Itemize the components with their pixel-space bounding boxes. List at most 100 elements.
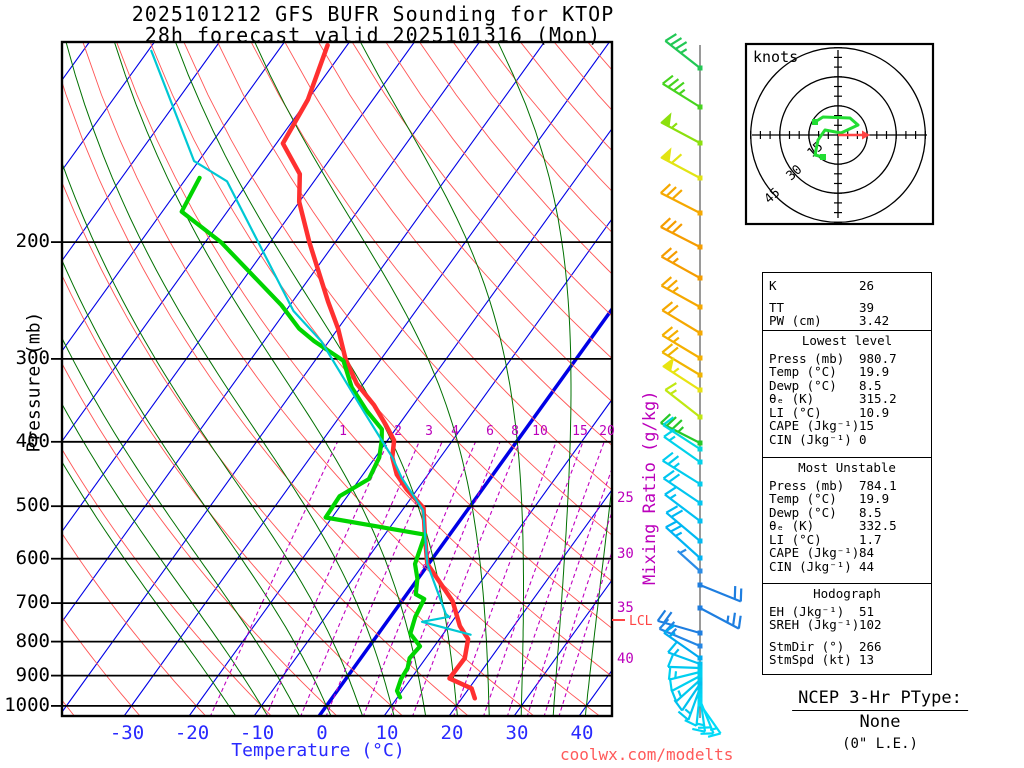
barb-full-tick: [664, 486, 677, 496]
temperature-tick-label: -30: [109, 722, 145, 744]
wind-barb: [662, 451, 703, 487]
barb-dot: [697, 459, 703, 465]
mixing-ratio-inline-label: 20: [599, 424, 615, 439]
barb-half-tick: [672, 257, 679, 264]
isotherm-line: [62, 42, 350, 443]
mixing-ratio-inline-label: 3: [425, 424, 433, 439]
row-label: Temp (°C): [769, 364, 837, 379]
wind-barb: [664, 33, 703, 71]
moist-adiabat-line: [62, 460, 237, 716]
barb-full-tick: [661, 301, 674, 312]
moist-adiabat-line: [584, 482, 612, 716]
table-row: Press (mb) 784.1: [763, 478, 931, 493]
indices-table: K 26 TT 39 PW (cm) 3.42: [762, 272, 932, 332]
barb-staff: [681, 683, 701, 712]
mixing-ratio-right-label: 40: [617, 651, 634, 667]
dry-adiabat-line: [385, 42, 612, 317]
barb-full-tick: [665, 220, 677, 231]
mixing-ratio-inline-label: 6: [486, 424, 494, 439]
row-value: 51: [859, 603, 875, 619]
barb-full-tick: [667, 346, 679, 357]
wind-barb: [660, 247, 703, 281]
isotherm-line: [188, 127, 612, 716]
wind-barb: [697, 701, 722, 738]
barb-full-tick: [660, 217, 672, 228]
pressure-tick-label: 400: [15, 429, 50, 452]
mixing-ratio-axis-label: Mixing Ratio (g/kg): [640, 390, 660, 585]
barb-full-tick: [667, 666, 672, 680]
wind-barb: [697, 605, 742, 630]
table-row: PW (cm) 3.42: [763, 314, 931, 328]
barb-dot: [697, 140, 703, 146]
mixing-ratio-inline-label: 8: [511, 424, 519, 439]
dry-adiabat-line: [284, 42, 612, 446]
barb-full-tick: [667, 329, 679, 340]
row-value: 102: [859, 617, 882, 632]
barb-full-tick: [664, 33, 677, 42]
barb-dot: [697, 673, 703, 679]
barb-dot: [697, 555, 703, 561]
barb-full-tick: [658, 618, 670, 630]
barb-dot: [697, 630, 703, 636]
mixing-ratio-right-label: 30: [617, 546, 634, 562]
dry-adiabat-line: [250, 42, 612, 491]
isotherm-line: [0, 42, 24, 716]
mixing-ratio-line: [265, 441, 389, 716]
table-row: LI (°C) 1.7: [763, 532, 931, 547]
row-value: 332.5: [859, 518, 897, 533]
barb-dot: [697, 655, 703, 661]
barb-half-tick: [709, 727, 718, 732]
row-label: EH (Jkg⁻¹): [769, 603, 845, 619]
wind-barb: [661, 326, 703, 361]
table-title: Hodograph: [813, 586, 881, 601]
row-value: 19.9: [859, 491, 890, 506]
barb-full-tick: [660, 247, 673, 258]
barb-dot: [697, 661, 703, 667]
wind-barb: [666, 654, 703, 671]
barb-full-tick: [671, 223, 683, 234]
barb-half-tick: [673, 462, 680, 469]
barb-dot: [697, 538, 703, 544]
barb-dot: [697, 582, 703, 588]
barb-full-tick: [660, 183, 672, 194]
pressure-tick-label: 200: [15, 230, 50, 253]
barb-flag: [662, 356, 675, 372]
barb-half-tick: [677, 690, 683, 698]
barb-full-tick: [662, 416, 675, 426]
dry-adiabat-line: [62, 448, 272, 716]
isotherm-line: [253, 218, 612, 716]
isotherm-line: [62, 42, 285, 352]
barb-dot: [697, 387, 703, 393]
mixing-ratio-inline-label: 10: [532, 424, 548, 439]
wind-barb: [670, 677, 703, 703]
hodograph-trace-dot: [820, 154, 826, 160]
isotherm-line: [62, 42, 545, 713]
barb-dot: [697, 210, 703, 216]
dry-adiabat-line: [62, 80, 535, 716]
moist-adiabat-line: [175, 42, 458, 716]
mixing-ratio-line: [483, 441, 584, 716]
dry-adiabat-line: [486, 42, 612, 192]
barb-half-tick: [672, 367, 680, 374]
table-row: θₑ (K) 315.2: [763, 392, 931, 406]
pressure-tick-label: 900: [15, 663, 50, 686]
barb-full-tick: [737, 615, 742, 629]
barb-dot: [697, 518, 703, 524]
hodograph-ring-label: 45: [762, 185, 784, 207]
pressure-tick-label: 600: [15, 546, 50, 569]
row-label: StmSpd (kt): [769, 652, 852, 667]
wind-barb: [676, 548, 703, 574]
barb-half-tick: [671, 122, 678, 129]
table-row: K 26: [763, 279, 931, 293]
table-title: Lowest level: [801, 333, 893, 348]
hodograph-units-label: knots: [753, 48, 799, 66]
hodograph-box: [744, 42, 935, 226]
barb-full-tick: [670, 509, 684, 518]
barb-full-tick: [665, 505, 679, 514]
mixing-ratio-line: [300, 441, 420, 716]
barb-staff: [668, 670, 701, 681]
barb-flag: [660, 112, 672, 128]
barb-staff: [671, 675, 701, 692]
table-row: SREH (Jkg⁻¹) 102: [763, 618, 931, 632]
row-label: TT: [769, 299, 785, 315]
